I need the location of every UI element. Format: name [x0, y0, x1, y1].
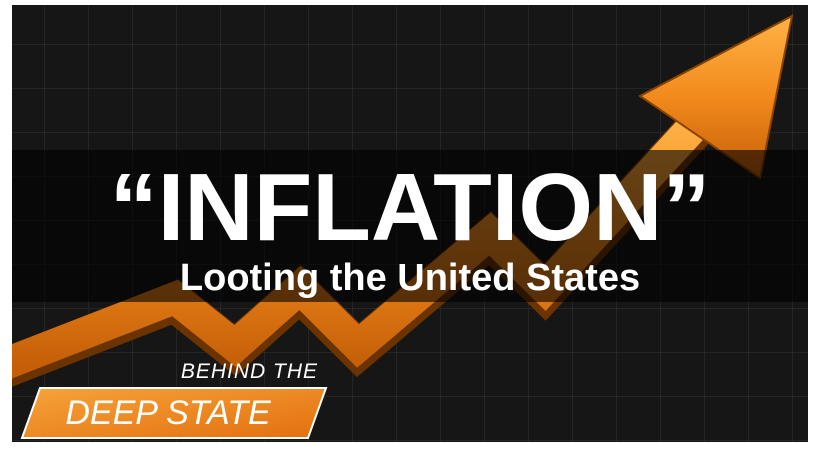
badge-line2: DEEP STATE: [65, 394, 271, 432]
badge-plate: [20, 387, 328, 439]
title: “INFLATION”: [110, 154, 711, 261]
subtitle: Looting the United States: [180, 257, 640, 299]
artwork: “INFLATION” Looting the United States BE…: [12, 5, 808, 442]
text-band: [12, 150, 808, 302]
badge-line1: BEHIND THE: [181, 360, 318, 383]
arrow-head: [638, 14, 794, 180]
